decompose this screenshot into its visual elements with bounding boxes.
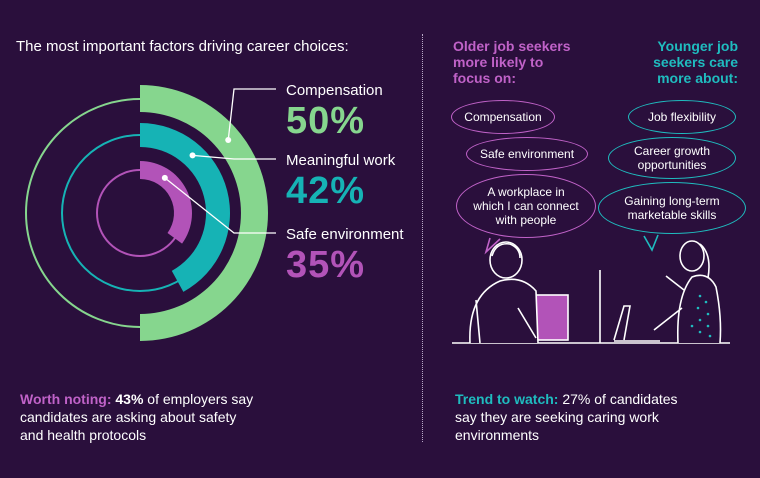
leader-dot-safe-environment [161, 174, 168, 181]
trend-line3: environments [455, 427, 540, 443]
younger-bubble-marketable-skills: Gaining long-term marketable skills [598, 182, 746, 234]
older-seekers-heading: Older job seekers more likely to focus o… [453, 38, 603, 86]
older-bubble-compensation: Compensation [451, 100, 555, 134]
factor-label-safe-environment: Safe environment [286, 226, 404, 243]
trend-line1: 27% of candidates [558, 391, 678, 407]
older-heading-line: more likely to [453, 54, 544, 70]
younger-person-icon [653, 240, 722, 344]
job-seekers-illustration [452, 234, 730, 344]
leader-dot-compensation [225, 137, 232, 144]
younger-heading-line: Younger job [657, 38, 738, 54]
leader-line-meaningful-work [192, 154, 276, 160]
younger-seekers-heading: Younger job seekers care more about: [612, 38, 738, 86]
worth-noting-stat: 43% [115, 391, 144, 407]
bar-compensation [140, 85, 268, 341]
factor-pct-compensation: 50% [286, 100, 366, 142]
leader-line-compensation [227, 88, 276, 141]
bar-meaningful-work [140, 123, 231, 292]
worth-noting-note: Worth noting: 43% of employers say candi… [20, 390, 410, 444]
laptop-icon [613, 305, 660, 342]
younger-heading-line: seekers care [653, 54, 738, 70]
ring-bars [140, 85, 268, 341]
radial-bar-chart [25, 85, 276, 341]
older-heading-line: focus on: [453, 70, 516, 86]
chart-title: The most important factors driving caree… [16, 38, 349, 55]
screen-icon [531, 294, 569, 341]
younger-bubble-job-flexibility: Job flexibility [628, 100, 736, 134]
factor-label-compensation: Compensation [286, 82, 383, 99]
trend-line2: say they are seeking caring work [455, 409, 659, 425]
younger-bubble-tail [643, 234, 659, 252]
older-person-icon [469, 241, 539, 344]
leader-lines [161, 88, 276, 234]
worth-noting-line1: of employers say [143, 391, 254, 407]
worth-noting-lead: Worth noting: [20, 391, 112, 407]
factor-pct-meaningful-work: 42% [286, 170, 366, 212]
factor-label-meaningful-work: Meaningful work [286, 152, 396, 169]
older-heading-line: Older job seekers [453, 38, 571, 54]
section-divider [422, 34, 423, 442]
younger-bubble-career-growth: Career growth opportunities [608, 137, 736, 179]
factor-pct-safe-environment: 35% [286, 244, 366, 286]
leader-dot-meaningful-work [189, 152, 196, 159]
younger-heading-line: more about: [657, 70, 738, 86]
older-bubble-safe-environment: Safe environment [466, 137, 588, 171]
worth-noting-line2: candidates are asking about safety [20, 409, 237, 425]
trend-lead: Trend to watch: [455, 391, 559, 407]
worth-noting-line3: and health protocols [20, 427, 147, 443]
older-bubble-workplace-connect: A workplace in which I can connect with … [456, 174, 596, 238]
older-bubble-tail [484, 237, 501, 255]
bar-safe-environment [140, 161, 193, 244]
dotted-shirt-pattern [690, 294, 712, 338]
trend-note: Trend to watch: 27% of candidates say th… [455, 390, 745, 444]
leader-line-safe-environment [164, 177, 276, 234]
